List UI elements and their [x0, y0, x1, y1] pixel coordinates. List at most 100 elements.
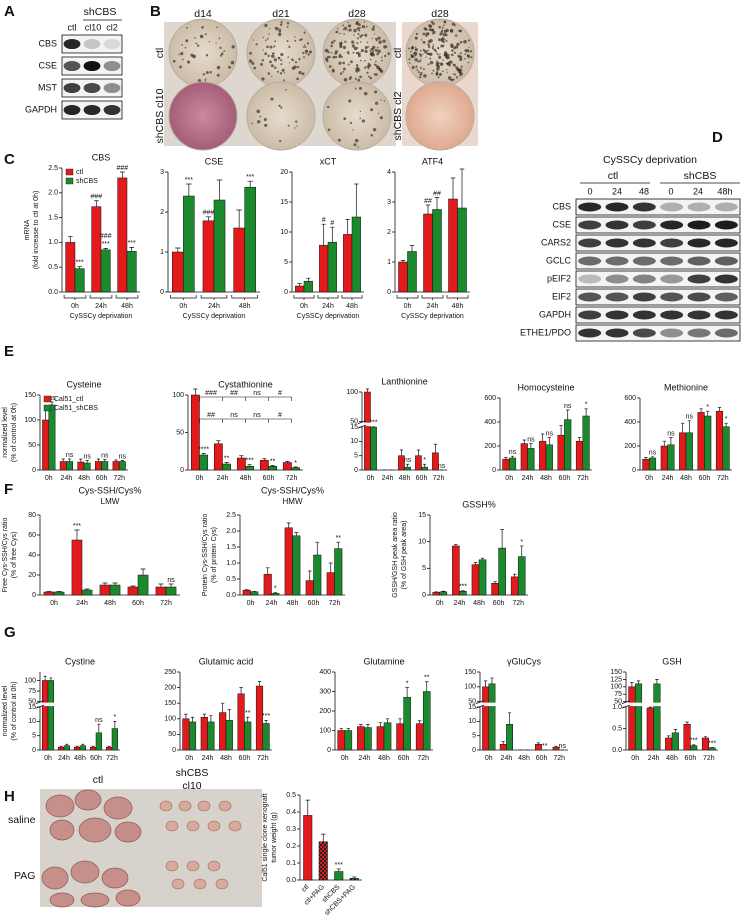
error-bar [85, 460, 89, 463]
x-tick-label: 24h [454, 600, 466, 607]
colony [280, 63, 283, 66]
colony [359, 110, 361, 113]
x-tick-label: 72h [329, 600, 341, 607]
colony [252, 39, 254, 41]
colony [357, 67, 360, 70]
colony [436, 60, 438, 62]
colony [355, 64, 359, 67]
colony [327, 55, 330, 59]
band [687, 220, 711, 230]
error-bar [522, 439, 526, 444]
bar [357, 726, 365, 751]
bar [557, 434, 565, 471]
x-tick-label: 72h [160, 600, 172, 607]
colony [454, 34, 458, 37]
band [578, 328, 602, 338]
y-tick-label: 50 [468, 698, 476, 705]
bar [539, 440, 547, 471]
colony [360, 48, 364, 53]
bar [326, 572, 335, 596]
colony [186, 26, 188, 29]
bar [667, 444, 675, 471]
bar [398, 261, 408, 293]
colony [304, 45, 307, 48]
bar [653, 683, 661, 751]
colony [286, 21, 290, 25]
bar [690, 745, 698, 751]
colony [294, 61, 298, 64]
tumor [70, 860, 100, 884]
colony [364, 59, 366, 62]
colony [279, 23, 283, 26]
lane-label: cl10 [85, 22, 102, 32]
error-bar [209, 715, 213, 722]
row-label: saline [8, 814, 36, 826]
y-tick-label: 0 [180, 467, 184, 474]
colony [256, 109, 260, 114]
error-bar [378, 722, 383, 727]
colony [354, 138, 359, 143]
x-tick-label: 48h [540, 475, 552, 482]
colony [423, 50, 428, 54]
colony [286, 25, 289, 28]
x-tick-label: 24h [501, 755, 513, 762]
x-tick-label: 24h [202, 755, 214, 762]
x-tick-label: 24h [427, 303, 439, 310]
colony [220, 52, 224, 56]
y-axis-label: (fold increase to ctl at 0h) [33, 191, 40, 270]
colony [359, 26, 361, 29]
x-tick-label: 48h [121, 303, 133, 310]
band [687, 202, 711, 212]
y-tick-label: 0 [172, 747, 176, 754]
band [660, 220, 684, 230]
error-bar [399, 449, 403, 456]
error-bar [687, 420, 691, 433]
error-bar [205, 216, 212, 221]
significance: * [406, 680, 409, 687]
y-tick-label: 0.5 [286, 792, 296, 799]
error-bar [107, 745, 111, 748]
error-bar [129, 247, 135, 252]
bar [660, 445, 668, 471]
colony [452, 63, 456, 67]
colony [356, 27, 360, 31]
row-label: ctl [154, 48, 166, 59]
colony [350, 60, 353, 64]
significance: ns [509, 449, 517, 456]
colony [181, 43, 184, 46]
colony [432, 22, 435, 26]
error-bar [359, 724, 363, 727]
colony [422, 53, 424, 55]
tumor [159, 800, 173, 812]
panel-label: A [4, 3, 15, 20]
colony [383, 45, 387, 49]
error-bar [321, 223, 326, 246]
bar [564, 419, 572, 471]
axis-break [476, 702, 566, 707]
colony [269, 27, 271, 30]
significance: ns [438, 463, 446, 470]
x-tick-label: ctl [301, 883, 311, 893]
colony [178, 53, 180, 56]
tumor [207, 860, 221, 872]
colony [363, 91, 368, 96]
chart-title: Glutamic acid [199, 656, 254, 666]
error-bar [529, 443, 533, 449]
x-tick-label: 0h [367, 475, 375, 482]
colony [415, 32, 419, 36]
bar [376, 726, 385, 751]
bar [53, 591, 65, 596]
x-tick-label: 60h [96, 475, 108, 482]
band [687, 238, 711, 248]
category-bracket [446, 295, 469, 300]
bar [671, 732, 679, 751]
y-axis-label: Free Cys-SSH/Cys ratio [2, 518, 9, 593]
bar [47, 680, 55, 751]
error-bar [547, 437, 551, 445]
error-bar [102, 582, 108, 585]
colony [440, 45, 443, 48]
significance: ns [101, 452, 109, 459]
colony [339, 72, 343, 75]
tumor [186, 820, 200, 832]
colony [181, 58, 184, 61]
